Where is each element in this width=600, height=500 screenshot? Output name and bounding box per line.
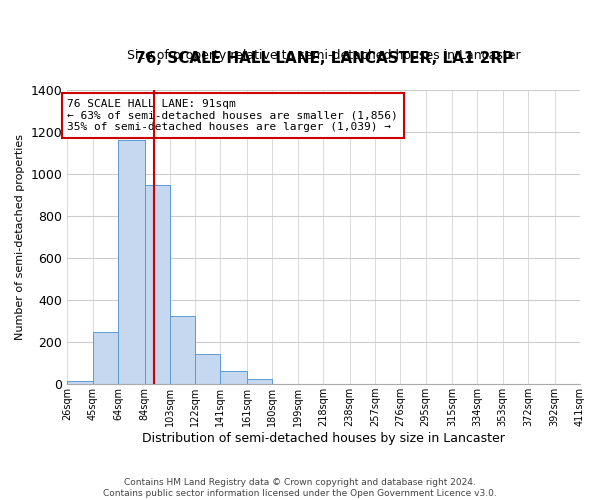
Bar [170, 316, 195, 384]
Bar [92, 332, 118, 384]
Text: 76, SCALE HALL LANE, LANCASTER, LA1 2RP: 76, SCALE HALL LANE, LANCASTER, LA1 2RP [134, 52, 513, 66]
Bar [118, 140, 145, 384]
Bar [67, 381, 92, 384]
Bar [247, 379, 272, 384]
Y-axis label: Number of semi-detached properties: Number of semi-detached properties [15, 134, 25, 340]
Bar [145, 184, 170, 384]
Text: Contains HM Land Registry data © Crown copyright and database right 2024.
Contai: Contains HM Land Registry data © Crown c… [103, 478, 497, 498]
X-axis label: Distribution of semi-detached houses by size in Lancaster: Distribution of semi-detached houses by … [142, 432, 505, 445]
Bar [220, 370, 247, 384]
Text: 76 SCALE HALL LANE: 91sqm
← 63% of semi-detached houses are smaller (1,856)
35% : 76 SCALE HALL LANE: 91sqm ← 63% of semi-… [67, 99, 398, 132]
Title: Size of property relative to semi-detached houses in Lancaster: Size of property relative to semi-detach… [127, 50, 520, 62]
Bar [195, 354, 220, 384]
